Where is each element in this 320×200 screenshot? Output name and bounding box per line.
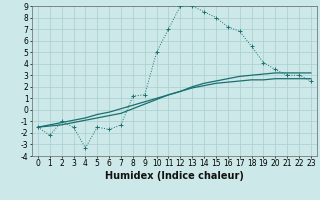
X-axis label: Humidex (Indice chaleur): Humidex (Indice chaleur) [105, 171, 244, 181]
